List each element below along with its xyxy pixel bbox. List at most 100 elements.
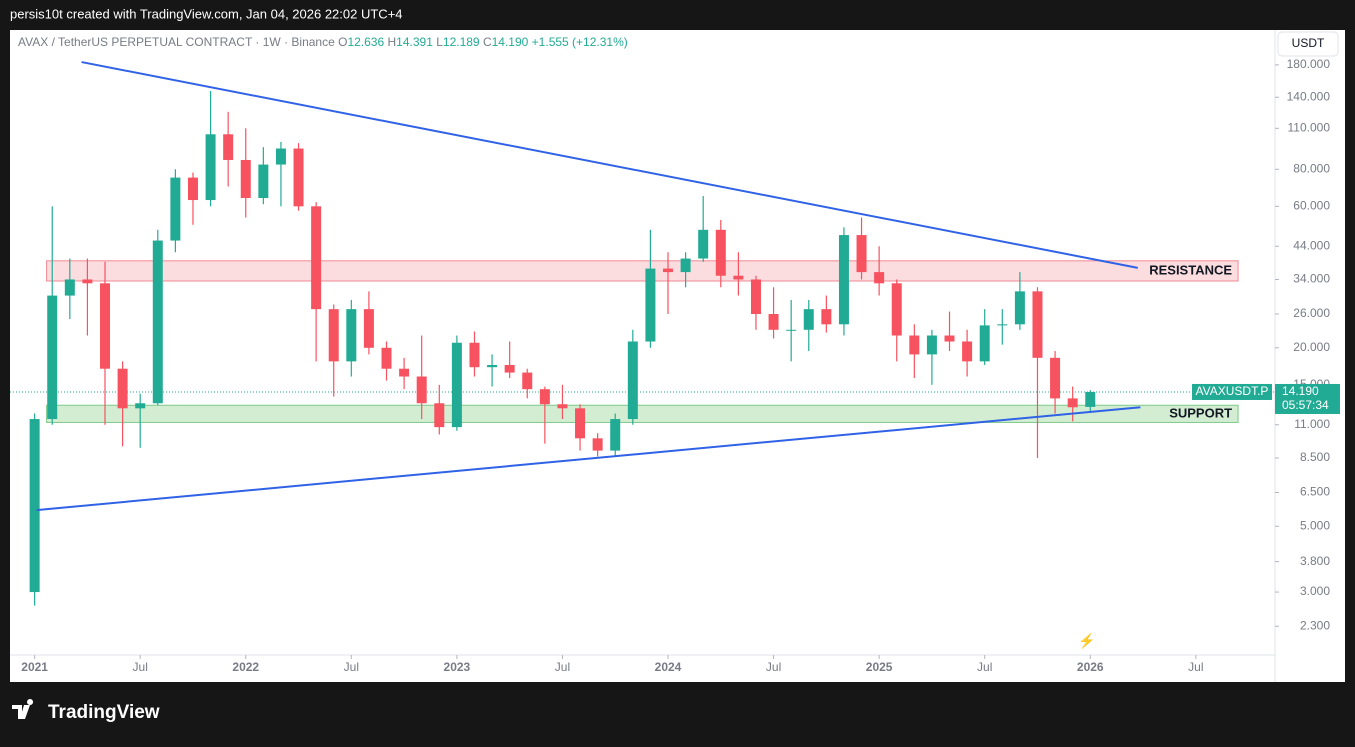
candle-body xyxy=(926,335,937,355)
price-badge-value: 14.190 xyxy=(1282,384,1319,398)
candle-body xyxy=(821,309,832,325)
y-tick-label: 8.500 xyxy=(1300,450,1330,464)
candle-body xyxy=(944,335,955,342)
ohlc-prefix: C xyxy=(483,35,492,49)
caption: persis10t created with TradingView.com, … xyxy=(10,6,403,21)
candle-body xyxy=(152,240,163,404)
candle-body xyxy=(82,279,93,284)
candle-body xyxy=(223,134,234,160)
candle-body xyxy=(627,341,638,420)
candle-body xyxy=(803,309,814,330)
y-tick-label: 6.500 xyxy=(1300,485,1330,499)
candle-body xyxy=(592,438,603,451)
candle-body xyxy=(469,342,480,368)
change: +1.555 (+12.31%) xyxy=(532,35,628,49)
candle-body xyxy=(240,159,251,199)
x-tick-label: 2024 xyxy=(655,660,682,674)
candle-body xyxy=(786,329,797,331)
candle-body xyxy=(909,335,920,355)
candle-body xyxy=(399,368,410,377)
y-tick-label: 11.000 xyxy=(1294,417,1330,431)
y-tick-label: 44.000 xyxy=(1293,238,1330,252)
y-tick-label: 3.000 xyxy=(1300,584,1330,598)
x-tick-label: 2023 xyxy=(444,660,471,674)
y-tick-label: 2.300 xyxy=(1300,618,1330,632)
y-tick-label: 140.000 xyxy=(1287,89,1331,103)
currency-button[interactable] xyxy=(1277,31,1339,57)
ohlc-value: 12.636 xyxy=(347,35,384,49)
candle-body xyxy=(575,408,586,439)
y-tick-label: 80.000 xyxy=(1293,161,1330,175)
candle-body xyxy=(522,372,533,390)
y-tick-label: 34.000 xyxy=(1293,272,1330,286)
candle-body xyxy=(451,342,462,428)
trendline xyxy=(36,406,1141,512)
price-badge xyxy=(1275,383,1340,414)
x-tick-label: Jul xyxy=(555,660,570,674)
x-tick-label: 2025 xyxy=(866,660,893,674)
symbol-badge xyxy=(1192,383,1272,400)
candle-body xyxy=(363,309,374,348)
candle-body xyxy=(997,324,1008,326)
overlay: RESISTANCE SUPPORT xyxy=(36,61,1232,512)
candle-body xyxy=(170,177,181,241)
x-tick-label: 2026 xyxy=(1077,660,1104,674)
y-tick-label: 60.000 xyxy=(1293,199,1330,213)
candle-body xyxy=(1085,391,1096,407)
lightning-icon[interactable]: ⚡ xyxy=(1078,633,1095,650)
candle-body xyxy=(750,279,761,315)
y-tick-label: 26.000 xyxy=(1293,306,1330,320)
candle-body xyxy=(258,164,269,199)
candle-body xyxy=(874,272,885,284)
symbol-title: AVAX / TetherUS PERPETUAL CONTRACT · 1W … xyxy=(18,35,335,49)
candle-body xyxy=(1050,357,1061,399)
legend: AVAX / TetherUS PERPETUAL CONTRACT · 1W … xyxy=(18,35,628,49)
y-tick-label: 5.000 xyxy=(1300,518,1330,532)
y-tick-label: 110.000 xyxy=(1288,120,1331,134)
candle-body xyxy=(962,341,973,362)
candle-body xyxy=(645,268,656,342)
candle-body xyxy=(100,283,111,369)
candle-body xyxy=(328,309,339,362)
trendline xyxy=(81,61,1138,269)
candle-body xyxy=(275,148,286,165)
candle-body xyxy=(680,258,691,273)
candle-body xyxy=(504,364,515,373)
zone xyxy=(46,404,1239,423)
price-badge-countdown: 05:57:34 xyxy=(1282,398,1329,412)
candle-body xyxy=(610,419,621,451)
candle-body xyxy=(346,309,357,362)
x-tick-label: Jul xyxy=(344,660,359,674)
candle-body xyxy=(187,177,198,201)
candle-body xyxy=(891,283,902,336)
zone xyxy=(46,260,1239,282)
candle-body xyxy=(838,235,849,325)
ohlc-value: 14.391 xyxy=(396,35,433,49)
candle-body xyxy=(293,148,304,207)
candle-body xyxy=(715,229,726,276)
candle-body xyxy=(1067,398,1078,408)
x-tick-label: Jul xyxy=(1188,660,1203,674)
candle-body xyxy=(29,419,40,593)
candle-body xyxy=(487,364,498,368)
candle-body xyxy=(416,376,427,404)
candle-body xyxy=(1014,291,1025,325)
ohlc-value: 14.190 xyxy=(492,35,529,49)
plot xyxy=(10,90,1275,606)
candle-body xyxy=(856,235,867,273)
candle-body xyxy=(205,134,216,201)
candle-body xyxy=(1032,291,1043,358)
candle-body xyxy=(64,279,75,296)
candle-body xyxy=(434,403,445,428)
currency-label: USDT xyxy=(1292,36,1325,50)
ohlc-prefix: H xyxy=(388,35,397,49)
brand: TradingView xyxy=(48,702,160,723)
ohlc-prefix: O xyxy=(338,35,347,49)
candle-body xyxy=(663,268,674,273)
logo-icon xyxy=(12,699,34,719)
candle-body xyxy=(539,389,550,405)
zone-label: RESISTANCE xyxy=(1149,262,1232,277)
x-tick-label: Jul xyxy=(133,660,148,674)
y-tick-label: 3.800 xyxy=(1300,554,1330,568)
